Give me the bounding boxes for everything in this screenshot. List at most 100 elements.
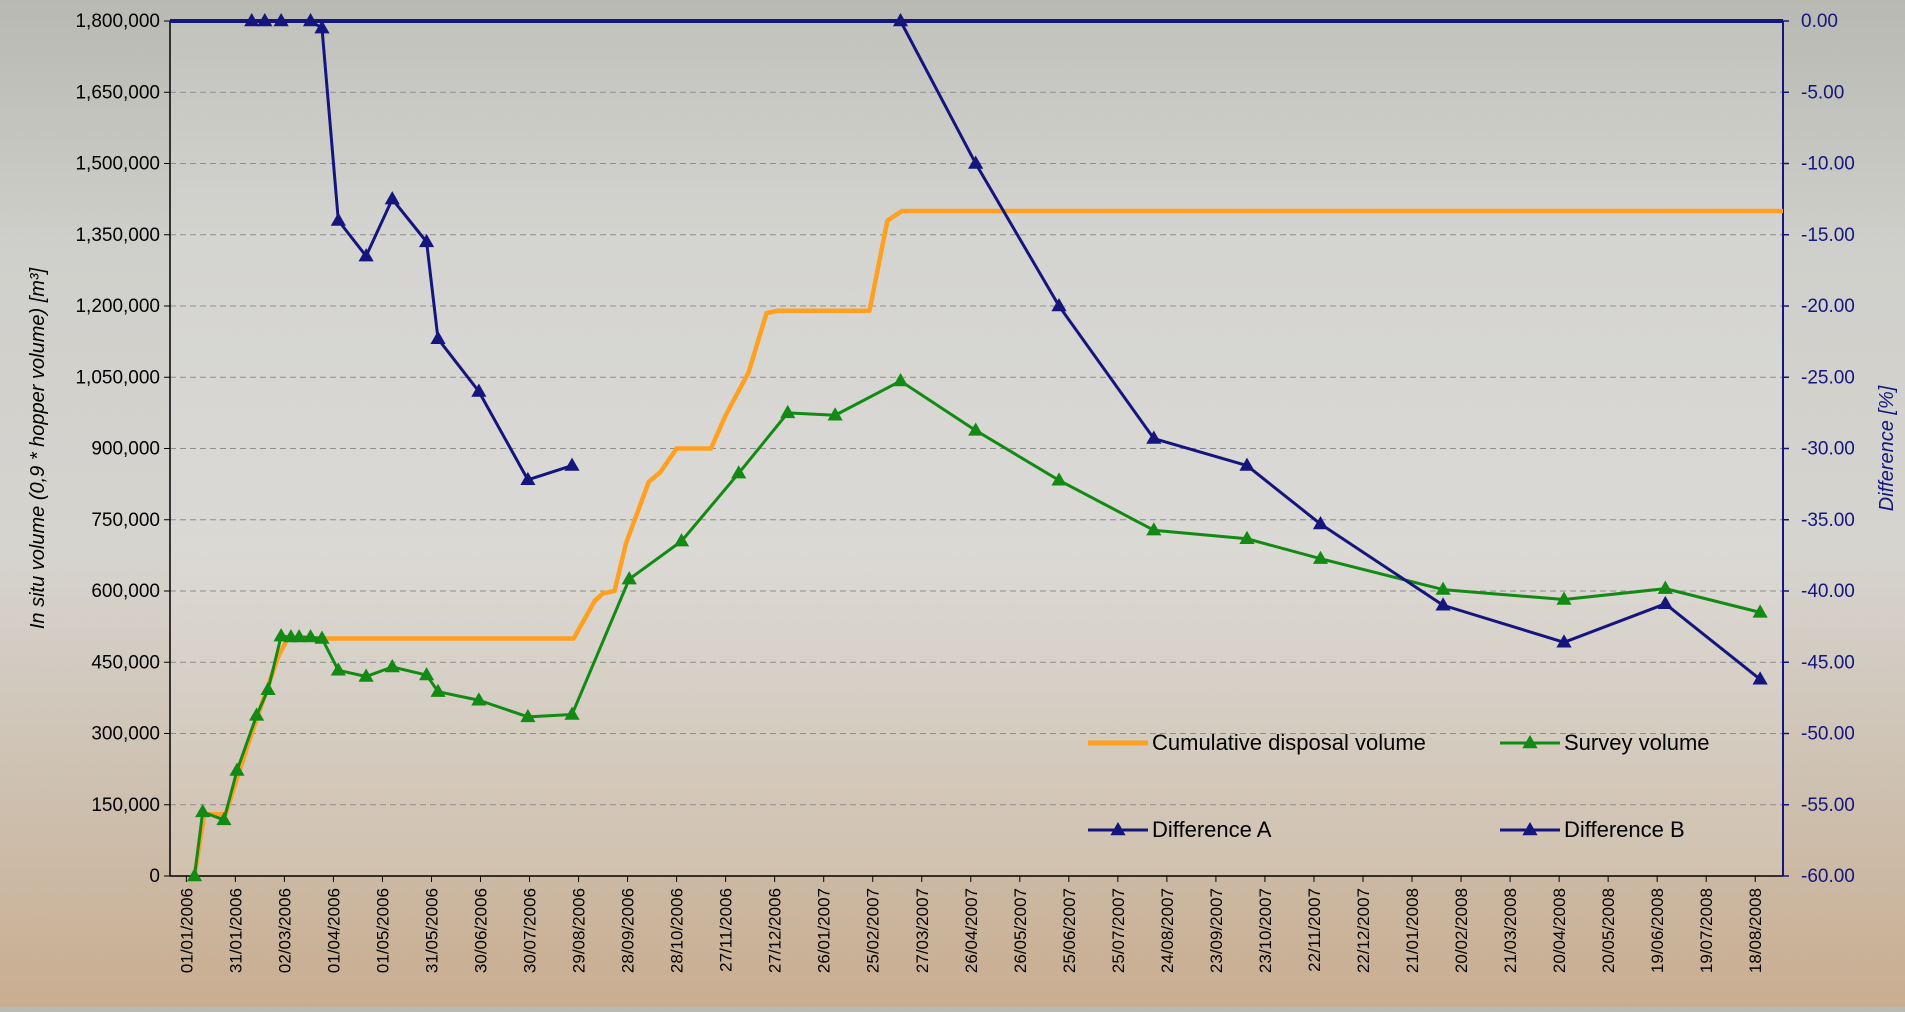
data-point bbox=[520, 708, 536, 723]
x-tick-label: 21/03/2008 bbox=[1501, 888, 1520, 973]
y2-tick-label: -55.00 bbox=[1801, 795, 1855, 816]
legend-label: Difference B bbox=[1564, 817, 1685, 842]
data-point bbox=[430, 683, 446, 697]
y-tick-label: 1,200,000 bbox=[75, 296, 160, 317]
y2-tick-label: -5.00 bbox=[1801, 82, 1844, 103]
y-tick-label: 450,000 bbox=[91, 652, 160, 673]
x-tick-label: 30/06/2006 bbox=[472, 888, 491, 973]
data-point bbox=[564, 457, 580, 471]
legend-marker bbox=[1522, 735, 1538, 749]
x-tick-label: 28/09/2006 bbox=[619, 888, 638, 973]
y-tick-label: 750,000 bbox=[91, 510, 160, 531]
y2-tick-label: 0.00 bbox=[1801, 11, 1838, 32]
x-tick-label: 25/06/2007 bbox=[1060, 888, 1079, 973]
data-point bbox=[314, 630, 330, 644]
y2-tick-label: -45.00 bbox=[1801, 652, 1855, 673]
data-point bbox=[273, 13, 289, 27]
data-point bbox=[302, 13, 319, 27]
y2-tick-label: -10.00 bbox=[1801, 154, 1855, 175]
data-point bbox=[244, 13, 260, 27]
data-point bbox=[216, 811, 232, 826]
x-tick-label: 25/02/2007 bbox=[864, 888, 883, 973]
data-point bbox=[968, 155, 984, 169]
data-point bbox=[418, 233, 435, 248]
legend-marker bbox=[1110, 822, 1126, 836]
data-point bbox=[1312, 550, 1329, 564]
data-point bbox=[1239, 457, 1255, 471]
data-point bbox=[257, 13, 273, 27]
x-tick-label: 26/01/2007 bbox=[815, 888, 834, 973]
data-point bbox=[273, 628, 289, 642]
y-tick-label: 150,000 bbox=[91, 795, 160, 816]
data-point bbox=[827, 407, 843, 421]
legend-label: Survey volume bbox=[1564, 730, 1710, 755]
x-tick-label: 27/03/2007 bbox=[913, 888, 932, 973]
y-tick-label: 1,650,000 bbox=[75, 82, 160, 103]
x-tick-label: 23/10/2007 bbox=[1256, 888, 1275, 973]
data-point bbox=[314, 20, 330, 34]
legend-marker bbox=[1522, 822, 1538, 836]
x-tick-label: 26/04/2007 bbox=[962, 888, 981, 973]
x-tick-label: 18/08/2008 bbox=[1746, 888, 1765, 973]
x-tick-label: 26/05/2007 bbox=[1011, 888, 1030, 973]
data-point bbox=[384, 659, 400, 673]
y-tick-label: 1,800,000 bbox=[75, 11, 160, 32]
data-point bbox=[260, 681, 276, 695]
data-point bbox=[520, 471, 536, 486]
legend-label: Cumulative disposal volume bbox=[1152, 730, 1426, 755]
data-point bbox=[1146, 430, 1162, 444]
data-point bbox=[1556, 591, 1572, 605]
gridlines bbox=[170, 21, 1783, 876]
data-point bbox=[358, 668, 374, 682]
x-tick-label: 29/08/2006 bbox=[570, 888, 589, 973]
x-tick-label: 21/01/2008 bbox=[1403, 888, 1422, 973]
y2-axis-label: Difference [%] bbox=[1876, 385, 1898, 511]
y-tick-label: 1,050,000 bbox=[75, 367, 160, 388]
series-line bbox=[193, 379, 1761, 877]
legend-label: Difference A bbox=[1152, 817, 1272, 842]
series-line bbox=[899, 20, 1762, 681]
x-tick-label: 01/05/2006 bbox=[373, 888, 392, 973]
data-point bbox=[384, 191, 400, 205]
x-tick-label: 31/05/2006 bbox=[422, 888, 441, 973]
y2-tick-label: -20.00 bbox=[1801, 296, 1855, 317]
x-tick-label: 01/01/2006 bbox=[177, 888, 196, 973]
y-axis-label: In situ volume (0,9 * hopper volume) [m³… bbox=[27, 267, 49, 629]
data-point bbox=[471, 692, 487, 706]
data-point bbox=[1435, 581, 1451, 595]
y-tick-label: 0 bbox=[149, 866, 160, 887]
series bbox=[186, 13, 1783, 882]
x-tick-label: 23/09/2007 bbox=[1207, 888, 1226, 973]
data-point bbox=[291, 629, 307, 643]
data-point bbox=[1051, 472, 1067, 486]
data-point bbox=[892, 373, 909, 387]
x-tick-label: 22/12/2007 bbox=[1354, 888, 1373, 973]
data-point bbox=[968, 422, 984, 436]
data-point bbox=[780, 404, 796, 419]
y2-tick-label: -15.00 bbox=[1801, 225, 1855, 246]
axes: 0 150,000 300,000 450,000 600,000 750,000 900,… bbox=[75, 11, 1854, 973]
x-tick-label: 20/04/2008 bbox=[1550, 888, 1569, 973]
data-point bbox=[673, 533, 690, 547]
x-tick-label: 22/11/2007 bbox=[1305, 888, 1324, 972]
y-tick-label: 1,500,000 bbox=[75, 154, 160, 175]
data-point bbox=[186, 868, 203, 882]
data-point bbox=[358, 248, 374, 262]
data-point bbox=[1657, 595, 1673, 610]
y-tick-label: 1,350,000 bbox=[75, 225, 160, 246]
data-point bbox=[249, 707, 265, 721]
y-tick-label: 300,000 bbox=[91, 724, 160, 745]
data-point bbox=[1312, 516, 1329, 530]
data-point bbox=[430, 330, 446, 344]
x-tick-label: 31/01/2006 bbox=[226, 888, 245, 973]
x-tick-label: 27/12/2006 bbox=[766, 888, 785, 973]
data-point bbox=[1556, 634, 1572, 648]
x-tick-label: 01/04/2006 bbox=[324, 888, 343, 973]
y-tick-label: 600,000 bbox=[91, 581, 160, 602]
y2-tick-label: -60.00 bbox=[1801, 866, 1855, 887]
x-tick-label: 19/07/2008 bbox=[1697, 888, 1716, 973]
data-point bbox=[302, 629, 319, 643]
data-point bbox=[330, 212, 346, 226]
